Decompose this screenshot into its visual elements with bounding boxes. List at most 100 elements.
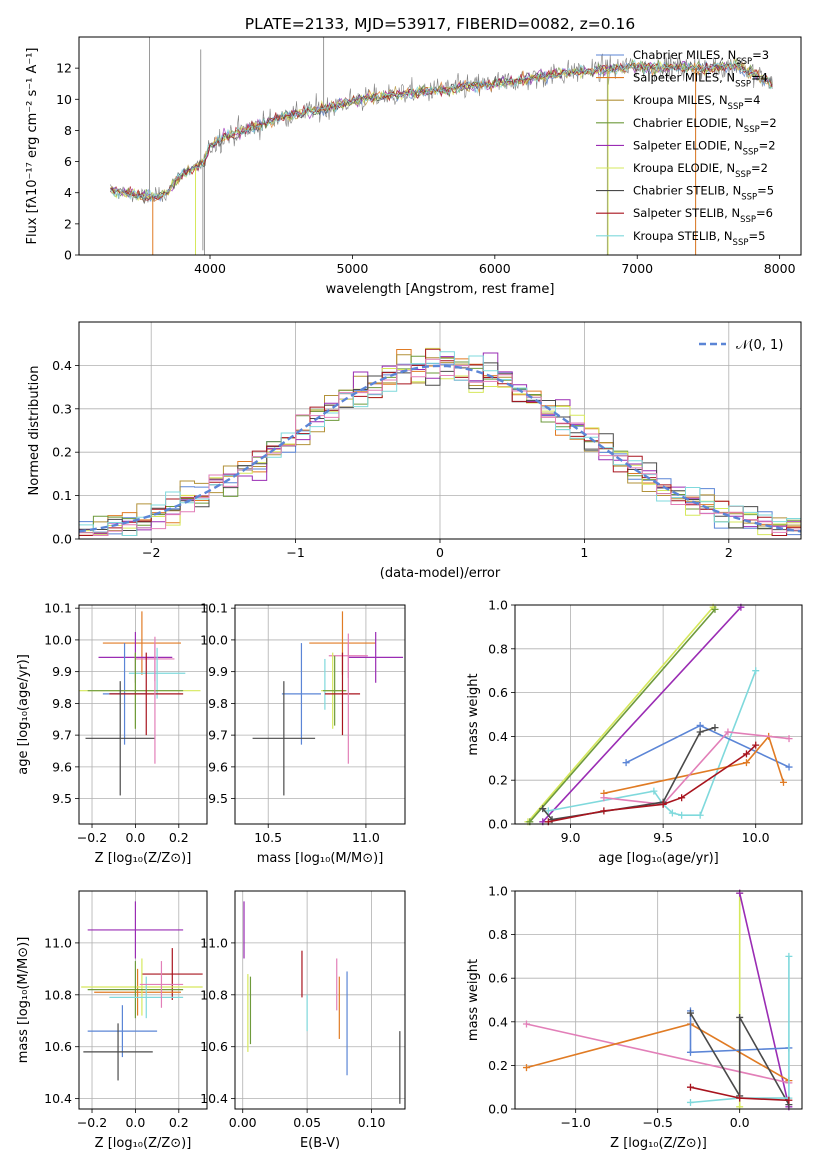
x-tick-label: 7000 [621, 261, 653, 276]
weight-marker [686, 1048, 694, 1056]
y-tick-label: 9.9 [52, 664, 72, 679]
spectrum-title: PLATE=2133, MJD=53917, FIBERID=0082, z=0… [245, 15, 635, 33]
x-tick-label: −1 [286, 545, 304, 560]
weight-line-salpeter-stelib [548, 744, 757, 823]
weight-marker [779, 778, 787, 786]
legend-entry: Chabrier ELODIE, NSSP=2 [633, 116, 777, 135]
weight-marker [752, 667, 760, 675]
y-tick-label: 10.4 [200, 1091, 228, 1106]
x-axis-label: Z [log₁₀(Z/Z⊙)] [610, 1136, 707, 1151]
axes-frame [234, 890, 406, 1110]
y-tick-label: 9.9 [208, 664, 228, 679]
x-tick-label: 11.0 [352, 830, 380, 845]
weight-line-kroupa-stelib [690, 956, 790, 1104]
x-tick-label: 5000 [337, 261, 369, 276]
y-tick-label: 10.1 [200, 601, 228, 616]
mass-weight-vs-metallicity-panel: −1.0 −0.5 0.0 0.0 0.2 0.4 0.6 0.8 1.0 Z [log₁₀(Z/… [466, 884, 803, 1151]
y-axis-label: mass weight [466, 673, 481, 755]
x-tick-label: 4000 [194, 261, 226, 276]
error-bar-kroupa-elodie [81, 958, 203, 1016]
error-bar-pink [139, 961, 184, 1008]
y-tick-label: 8 [64, 123, 72, 138]
x-tick-label: 10.0 [742, 830, 770, 845]
error-bar-chabrier-miles [87, 1005, 158, 1058]
y-tick-label: 2 [64, 216, 72, 231]
weight-line-pink [526, 1023, 790, 1084]
x-tick-label: −2 [142, 545, 160, 560]
weight-marker [686, 1083, 694, 1091]
x-axis-label: E(B-V) [300, 1136, 340, 1151]
error-bar-kroupa-stelib [109, 976, 184, 1019]
weight-marker [668, 809, 676, 817]
y-axis-label: Flux [fλ10⁻¹⁷ erg cm⁻² s⁻¹ A⁻¹] [25, 48, 40, 245]
y-tick-label: 10.0 [44, 632, 72, 647]
y-tick-label: 10 [56, 92, 72, 107]
error-bar-chabrier-stelib [252, 681, 316, 796]
y-tick-label: 0.0 [488, 817, 508, 832]
legend-entry: Chabrier MILES, NSSP=3 [633, 48, 769, 67]
weight-marker [736, 1013, 744, 1021]
weight-marker [752, 741, 760, 749]
weight-marker [650, 787, 658, 795]
y-tick-label: 10.8 [200, 987, 228, 1002]
weight-marker [785, 735, 793, 743]
x-tick-label: 0.05 [293, 1115, 321, 1130]
x-axis-label: (data-model)/error [380, 566, 501, 581]
y-tick-label: 6 [64, 154, 72, 169]
y-tick-label: 1.0 [488, 884, 508, 899]
mass-vs-ebv-panel: 0.00 0.05 0.10 10.4 10.6 10.8 11.0 E(B-V) [200, 890, 406, 1151]
y-tick-label: 10.0 [200, 632, 228, 647]
weight-line-salpeter-elodie [542, 606, 742, 823]
weight-marker [678, 811, 686, 819]
weight-marker [686, 1098, 694, 1106]
x-axis-label: mass [log₁₀(M/M⊙)] [257, 851, 384, 866]
x-axis-label: wavelength [Angstrom, rest frame] [326, 282, 555, 297]
x-tick-label: 6000 [479, 261, 511, 276]
error-bar-salpeter-stelib [141, 948, 203, 1000]
x-tick-label: 1 [580, 545, 588, 560]
x-tick-label: 2 [725, 545, 733, 560]
error-bar-salpeter-miles [102, 611, 181, 675]
weight-marker [785, 763, 793, 771]
y-tick-label: 0.1 [52, 488, 72, 503]
model-spectrum-chabrier-stelib [110, 59, 773, 205]
axes-frame [514, 604, 803, 825]
error-bar-salpeter-miles [94, 968, 181, 1016]
y-tick-label: 0.8 [488, 927, 508, 942]
error-bar-chabrier-stelib [85, 681, 155, 796]
y-tick-label: 10.6 [200, 1039, 228, 1054]
x-tick-label: −0.2 [77, 1115, 107, 1130]
legend-entry: Salpeter STELIB, NSSP=6 [633, 206, 773, 225]
mass-weight-vs-age-panel: 9.0 9.5 10.0 0.0 0.2 0.4 0.6 0.8 1.0 age [log₁₀(a… [466, 598, 803, 866]
x-tick-label: 0.0 [125, 830, 145, 845]
x-tick-label: 8000 [764, 261, 796, 276]
model-spectrum-kroupa-stelib [109, 59, 773, 202]
axes-frame [234, 604, 406, 825]
weight-line-kroupa-elodie [527, 606, 714, 823]
error-bar-chabrier-stelib [83, 1023, 153, 1081]
x-tick-label: 0 [436, 545, 444, 560]
legend-entry: Salpeter ELODIE, NSSP=2 [633, 138, 776, 157]
weight-marker [686, 1009, 694, 1017]
weight-line-chabrier-elodie [529, 608, 716, 823]
y-tick-label: 10.1 [44, 601, 72, 616]
weight-marker [548, 816, 556, 824]
y-tick-label: 0.8 [488, 641, 508, 656]
weight-line-chabrier-miles [625, 724, 790, 768]
weight-marker [544, 807, 552, 815]
weight-marker [600, 807, 608, 815]
y-axis-label: Normed distribution [27, 366, 42, 496]
x-tick-label: 0.2 [169, 830, 189, 845]
error-bar-salpeter-elodie [348, 631, 404, 683]
legend-entry: Kroupa MILES, NSSP=4 [633, 93, 760, 112]
weight-line-pink [603, 731, 790, 806]
weight-marker [736, 1094, 744, 1102]
observed-spectrum-line [110, 53, 773, 203]
x-tick-label: 9.5 [653, 830, 673, 845]
x-tick-label: 0.10 [358, 1115, 386, 1130]
y-tick-label: 0 [64, 248, 72, 263]
error-bar-salpeter-elodie [87, 901, 184, 959]
x-tick-label: 9.0 [561, 830, 581, 845]
legend-entry: Kroupa ELODIE, NSSP=2 [633, 161, 768, 180]
